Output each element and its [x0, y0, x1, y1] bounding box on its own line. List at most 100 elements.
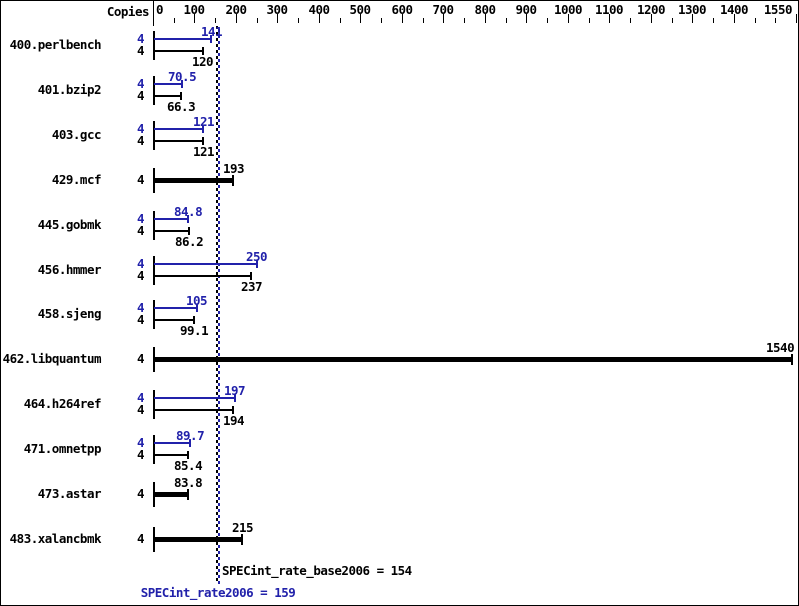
- bar-end-cap: [181, 80, 183, 88]
- base-summary-label: SPECint_rate_base2006 = 154: [222, 563, 412, 578]
- peak-value-label: 105: [186, 293, 208, 308]
- benchmark-label: 445.gobmk: [37, 217, 102, 232]
- peak-bar: [154, 307, 197, 309]
- copies-value: 4: [136, 402, 145, 417]
- x-axis-minor-tick: [381, 18, 382, 23]
- peak-value-label: 141: [201, 24, 223, 39]
- row-baseline: [153, 121, 155, 150]
- base-bar: [154, 357, 792, 362]
- peak-value-label: 84.8: [174, 204, 203, 219]
- x-axis-tick-label: 600: [391, 2, 413, 17]
- x-axis-minor-tick: [215, 18, 216, 23]
- benchmark-label: 458.sjeng: [37, 306, 102, 321]
- copies-value: 4: [136, 256, 145, 271]
- peak-bar: [154, 128, 203, 130]
- x-axis-tick-label: 300: [266, 2, 288, 17]
- bar-end-cap: [180, 92, 182, 100]
- base-bar: [154, 409, 233, 411]
- bar-end-cap: [187, 489, 189, 500]
- peak-value-label: 89.7: [176, 428, 205, 443]
- base-value-label: 237: [241, 279, 263, 294]
- x-axis-major-tick: [796, 14, 797, 23]
- x-axis-tick-label: 700: [432, 2, 454, 17]
- bar-end-cap: [196, 304, 198, 312]
- copies-value: 4: [136, 31, 145, 46]
- copies-value: 4: [136, 435, 145, 450]
- x-axis-major-tick: [526, 14, 527, 23]
- x-axis-tick-label: 1200: [636, 2, 666, 17]
- base-value-label: 66.3: [167, 99, 196, 114]
- bar-end-cap: [202, 137, 204, 145]
- row-baseline: [153, 256, 155, 285]
- x-axis-minor-tick: [174, 18, 175, 23]
- copies-value: 4: [136, 268, 145, 283]
- x-axis-major-tick: [277, 14, 278, 23]
- benchmark-label: 471.omnetpp: [23, 441, 102, 456]
- peak-value-label: 70.5: [168, 69, 197, 84]
- peak-bar: [154, 38, 211, 40]
- peak-bar: [154, 442, 190, 444]
- copies-value: 4: [136, 43, 145, 58]
- x-axis-minor-tick: [589, 18, 590, 23]
- row-baseline: [153, 300, 155, 329]
- x-axis-major-tick: [692, 14, 693, 23]
- bar-end-cap: [210, 35, 212, 43]
- x-axis-tick-label: 200: [225, 2, 247, 17]
- x-axis-major-tick: [609, 14, 610, 23]
- base-bar: [154, 178, 233, 183]
- bar-end-cap: [187, 451, 189, 459]
- bar-end-cap: [250, 272, 252, 280]
- benchmark-label: 473.astar: [37, 486, 102, 501]
- base-bar: [154, 50, 203, 52]
- benchmark-label: 401.bzip2: [37, 82, 102, 97]
- bar-end-cap: [202, 47, 204, 55]
- copies-value: 4: [136, 447, 145, 462]
- x-axis-tick-label: 900: [515, 2, 537, 17]
- bar-end-cap: [189, 439, 191, 447]
- x-axis-minor-tick: [298, 18, 299, 23]
- x-axis-tick-label: 400: [308, 2, 330, 17]
- copies-value: 4: [136, 390, 145, 405]
- row-baseline: [153, 211, 155, 240]
- bar-end-cap: [187, 215, 189, 223]
- copies-value: 4: [136, 486, 145, 501]
- base-bar: [154, 230, 189, 232]
- peak-value-label: 197: [224, 383, 246, 398]
- peak-bar: [154, 397, 235, 399]
- x-axis-minor-tick: [672, 18, 673, 23]
- bar-end-cap: [193, 316, 195, 324]
- copies-value: 4: [136, 223, 145, 238]
- base-bar: [154, 537, 242, 542]
- row-baseline: [153, 435, 155, 464]
- x-axis-minor-tick: [713, 18, 714, 23]
- peak-bar: [154, 83, 182, 85]
- base-bar: [154, 140, 203, 142]
- peak-reference-dotted-line: [218, 26, 220, 584]
- base-value-label: 120: [192, 54, 214, 69]
- peak-bar: [154, 263, 257, 265]
- bar-end-cap: [188, 227, 190, 235]
- peak-value-label: 121: [193, 114, 215, 129]
- copies-value: 4: [136, 300, 145, 315]
- x-axis-minor-tick: [340, 18, 341, 23]
- base-bar: [154, 454, 188, 456]
- x-axis-major-tick: [568, 14, 569, 23]
- benchmark-label: 429.mcf: [51, 172, 102, 187]
- bar-end-cap: [232, 175, 234, 186]
- x-axis-minor-tick: [506, 18, 507, 23]
- x-axis-minor-tick: [547, 18, 548, 23]
- x-axis-minor-tick: [423, 18, 424, 23]
- base-bar: [154, 275, 251, 277]
- base-value-label: 215: [232, 520, 254, 535]
- x-axis-major-tick: [319, 14, 320, 23]
- x-axis-major-tick: [402, 14, 403, 23]
- x-axis-minor-tick: [775, 18, 776, 23]
- x-axis-minor-tick: [257, 18, 258, 23]
- copies-value: 4: [136, 76, 145, 91]
- base-value-label: 83.8: [174, 475, 203, 490]
- copies-value: 4: [136, 121, 145, 136]
- copies-column-header: Copies: [106, 4, 150, 19]
- base-reference-dotted-line: [216, 26, 218, 584]
- x-axis-tick-label: 0: [156, 2, 164, 17]
